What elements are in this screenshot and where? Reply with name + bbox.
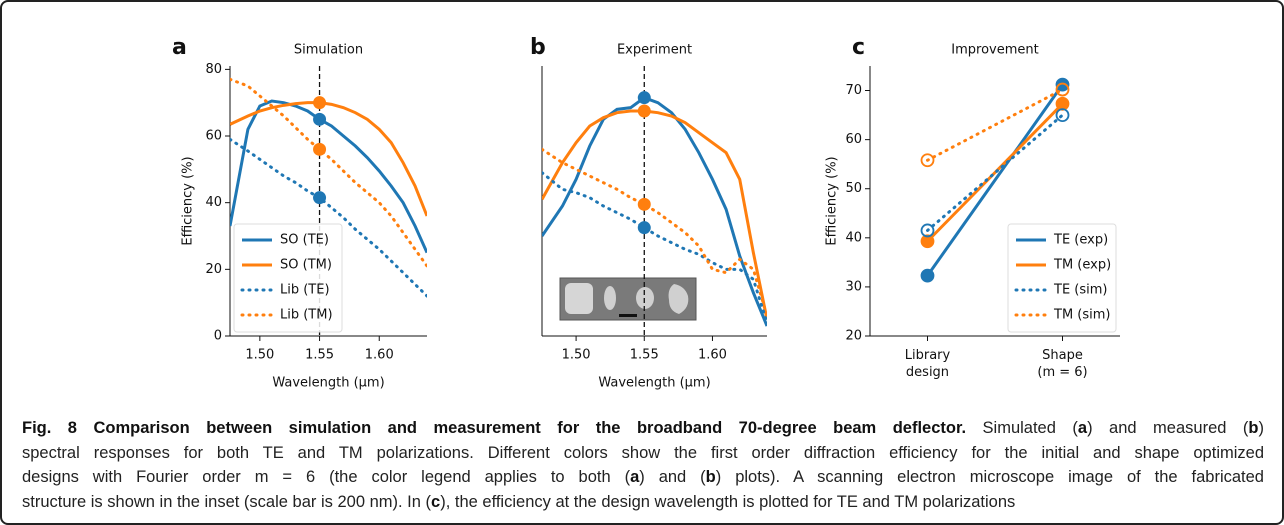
plot-area	[542, 91, 767, 327]
caption-line: designs with Fourier order m = 6 (the co…	[22, 465, 1264, 490]
series-line	[230, 101, 427, 217]
marker	[920, 268, 935, 283]
caption-text: ) plots). A scanning electron microscope…	[715, 468, 1264, 486]
caption-line: spectral responses for both TE and TM po…	[22, 441, 1264, 466]
y-axis-label: Efficiency (%)	[181, 156, 196, 245]
caption-text: Simulated (	[966, 419, 1078, 437]
caption-text: ) and (	[639, 468, 706, 486]
caption-bold: b	[1248, 419, 1259, 437]
x-tick-label: 1.55	[630, 348, 659, 363]
chart-title: Improvement	[951, 43, 1038, 58]
series-line	[542, 95, 767, 327]
marker	[1055, 96, 1070, 111]
series-line	[926, 88, 1064, 162]
x-tick-label: 1.55	[305, 348, 334, 363]
legend-label: SO (TE)	[280, 233, 329, 248]
plot-area	[920, 77, 1070, 283]
y-tick-label: 40	[845, 230, 862, 245]
plot-area	[230, 77, 427, 298]
caption-text: designs with Fourier order m = 6 (the co…	[22, 468, 631, 486]
caption-text: ) and measured (	[1087, 419, 1249, 437]
series-line	[542, 171, 767, 325]
legend-label: Lib (TM)	[280, 308, 333, 323]
y-tick-label: 20	[845, 329, 862, 344]
marker	[313, 96, 327, 110]
x-tick-label: 1.60	[698, 348, 727, 363]
legend-label: SO (TM)	[280, 258, 332, 273]
marker	[637, 91, 651, 105]
marker	[1055, 82, 1070, 97]
x-axis-label: Wavelength (μm)	[598, 376, 710, 391]
y-tick-label: 20	[205, 262, 222, 277]
legend-label: Lib (TE)	[280, 283, 330, 298]
legend-label: TM (exp)	[1053, 258, 1111, 273]
charts: a Simulation Efficiency (%) Wavelength (μm)…	[172, 35, 1120, 391]
caption-bold: b	[705, 468, 716, 486]
panel-label: b	[530, 35, 546, 60]
marker	[637, 221, 651, 235]
legend-label: TM (sim)	[1053, 308, 1110, 323]
x-tick-label: Shape (m = 6)	[1037, 348, 1087, 380]
y-tick-label: 0	[214, 329, 222, 344]
marker	[1055, 108, 1070, 122]
x-tick-label: 1.50	[562, 348, 591, 363]
caption-bold: a	[630, 468, 640, 486]
legend-label: TE (sim)	[1053, 283, 1107, 298]
series-line	[926, 83, 1064, 277]
marker	[637, 197, 651, 211]
chart-title: Experiment	[617, 43, 692, 58]
series-line	[542, 147, 767, 318]
x-axis-label: Wavelength (μm)	[272, 376, 384, 391]
x-tick-label: 1.60	[365, 348, 394, 363]
series-line	[542, 109, 767, 320]
series-line	[926, 102, 1064, 243]
sem-inset	[559, 277, 697, 321]
panel-label: a	[172, 35, 187, 60]
caption-line: Fig. 8 Comparison between simulation and…	[22, 416, 1264, 441]
marker	[920, 153, 935, 168]
caption-bold: c	[431, 492, 441, 511]
marker	[313, 142, 327, 156]
y-tick-label: 30	[845, 279, 862, 294]
series-line	[926, 113, 1064, 232]
caption-text: structure is shown in the inset (scale b…	[22, 492, 432, 511]
series-line	[230, 99, 427, 254]
x-tick-label: Library design	[905, 348, 951, 380]
panel-label: c	[852, 35, 865, 60]
marker	[920, 234, 935, 249]
y-tick-label: 60	[845, 132, 862, 147]
caption-text: )	[1258, 419, 1265, 437]
y-tick-label: 50	[845, 181, 862, 196]
y-axis-label: Efficiency (%)	[825, 156, 840, 245]
marker	[920, 223, 935, 238]
legend-label: TE (exp)	[1053, 233, 1108, 248]
y-tick-label: 40	[205, 195, 222, 210]
x-tick-label: 1.50	[245, 348, 274, 363]
caption-bold: a	[1077, 419, 1088, 437]
legend-box	[233, 223, 343, 333]
y-tick-label: 60	[205, 129, 222, 144]
legend-box	[1007, 223, 1117, 333]
caption: Fig. 8 Comparison between simulation and…	[22, 416, 1264, 514]
caption-line: structure is shown in the inset (scale b…	[22, 490, 1264, 515]
caption-text: spectral responses for both TE and TM po…	[22, 443, 1264, 462]
y-tick-label: 70	[845, 83, 862, 98]
marker	[1055, 77, 1070, 92]
marker	[313, 112, 327, 126]
marker	[313, 191, 327, 205]
chart-title: Simulation	[294, 43, 363, 58]
caption-text: ), the efficiency at the design waveleng…	[440, 492, 1016, 511]
caption-bold: Fig. 8 Comparison between simulation and…	[22, 419, 967, 437]
y-tick-label: 80	[205, 62, 222, 77]
marker	[637, 104, 651, 118]
